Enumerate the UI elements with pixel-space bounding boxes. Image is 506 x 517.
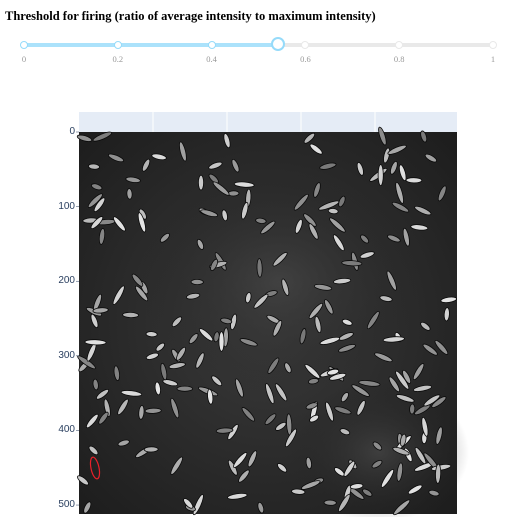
- slider-track[interactable]: [24, 43, 278, 47]
- slider-mark-label[interactable]: 0: [21, 54, 27, 64]
- y-tick-label: 100: [58, 200, 75, 212]
- slider-dot-2[interactable]: [207, 41, 216, 49]
- image-canvas[interactable]: [0, 110, 506, 517]
- microscopy-image[interactable]: [76, 126, 469, 517]
- slider-dot-3[interactable]: [301, 41, 310, 49]
- selected-cell-outline[interactable]: [89, 456, 101, 480]
- slider-dot-1[interactable]: [113, 41, 122, 49]
- microscopy-image-plot[interactable]: 0 100 200 300 400 500: [0, 110, 506, 517]
- y-tick-label: 400: [58, 424, 75, 436]
- slider-dot-5[interactable]: [489, 41, 497, 49]
- cell-outlines: [76, 126, 457, 516]
- slider-dot-0[interactable]: [20, 41, 28, 49]
- slider-mark-label[interactable]: 0.4: [206, 54, 217, 64]
- y-tick-label: 0: [69, 126, 75, 137]
- slider-mark-label[interactable]: 1: [490, 54, 496, 64]
- slider-mark-label[interactable]: 0.2: [112, 54, 124, 64]
- y-tick-label: 200: [58, 275, 75, 287]
- slider-mark-label[interactable]: 0.6: [300, 54, 311, 64]
- slider-handle[interactable]: [271, 37, 286, 51]
- slider-mark-label[interactable]: 0.8: [393, 54, 405, 64]
- slider-dot-4[interactable]: [395, 41, 404, 49]
- y-tick-label: 500: [58, 499, 75, 511]
- slider-title: Threshold for firing (ratio of average i…: [5, 9, 376, 23]
- y-tick-label: 300: [58, 349, 75, 361]
- threshold-slider[interactable]: 0 0.2 0.4 0.6 0.8 1: [0, 34, 506, 74]
